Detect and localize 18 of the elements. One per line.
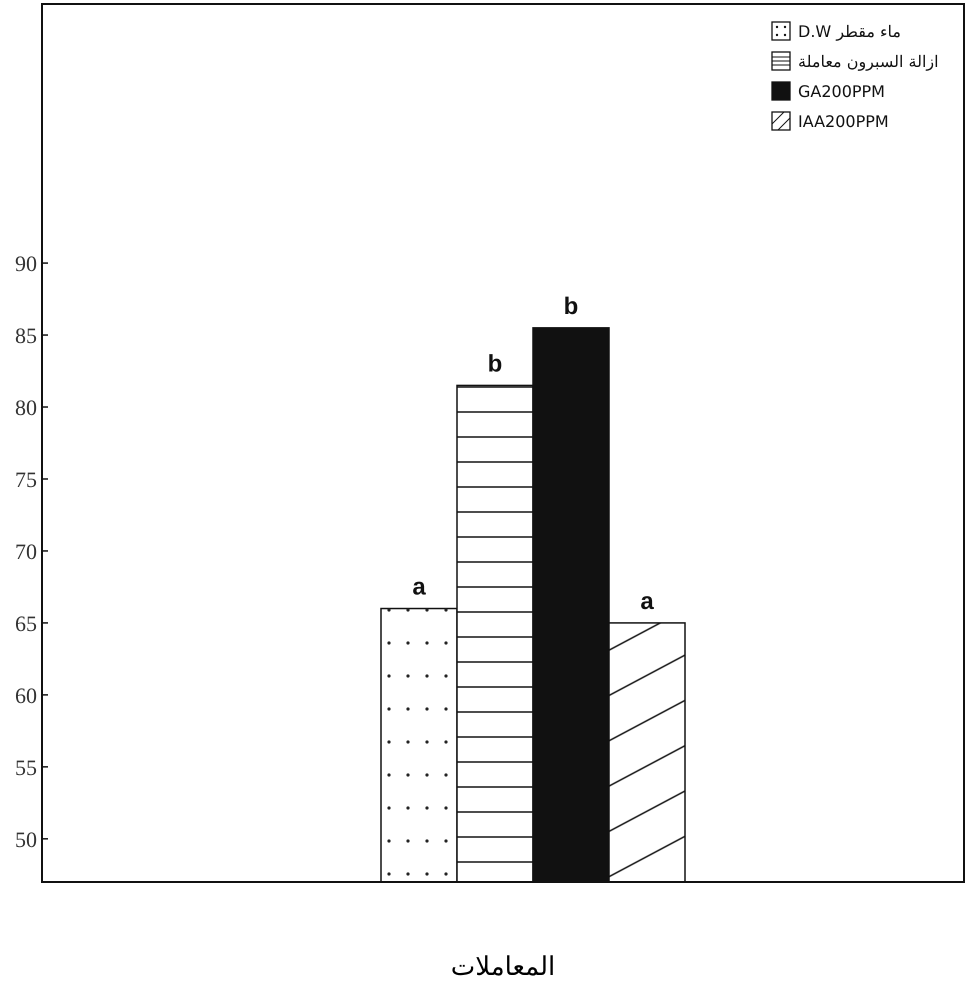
y-tick-label: 75 [15,466,37,492]
y-tick-label: 85 [15,323,37,348]
x-axis-title: المعاملات [450,952,556,982]
annotation: b [488,350,502,378]
y-tick-label: 80 [15,395,37,420]
y-tick-label: 65 [15,610,37,636]
annotation: a [640,588,654,615]
y-tick-label: 50 [15,826,37,852]
annotation: b [564,292,578,320]
y-tick-label: 70 [15,538,37,564]
legend-label: ازالة السبرون معاملة [798,52,939,71]
legend-label: IAA200PPM [798,112,889,131]
y-tick-label: 60 [15,682,37,708]
annotation: a [412,574,426,601]
legend-label: GA200PPM [798,82,885,101]
y-tick-label: 90 [15,251,37,276]
y-tick-label: 55 [15,754,37,780]
legend-label: ماء مقطر D.W [798,22,901,41]
